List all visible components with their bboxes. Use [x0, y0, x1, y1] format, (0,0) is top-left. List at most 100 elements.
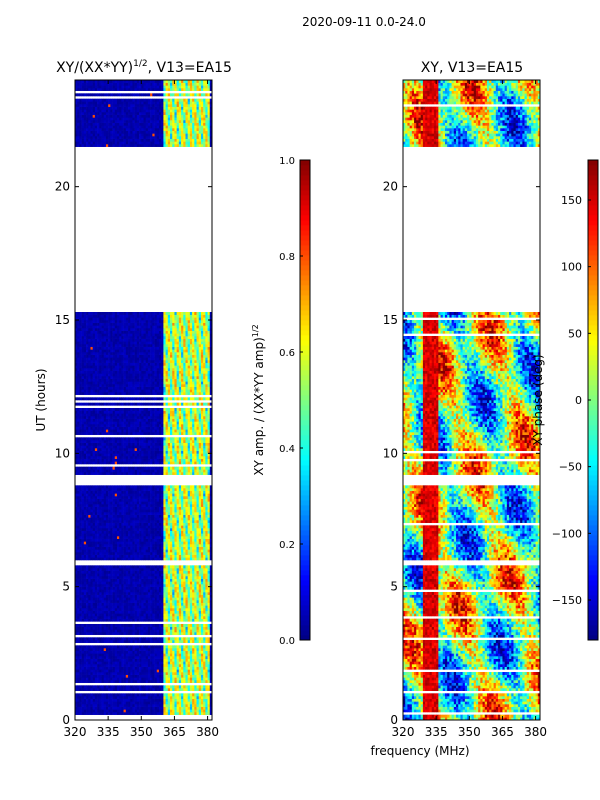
heatmap-cell — [132, 589, 135, 593]
heatmap-cell — [185, 514, 188, 518]
heatmap-cell — [134, 554, 138, 558]
heatmap-cell — [77, 626, 80, 630]
heatmap-cell — [183, 584, 186, 587]
heatmap-cell — [77, 581, 80, 585]
heatmap-cell — [108, 597, 111, 601]
heatmap-cell — [174, 650, 177, 654]
heatmap-cell — [105, 712, 109, 715]
heatmap-cell — [112, 520, 116, 523]
heatmap-cell — [152, 696, 155, 699]
heatmap-cell — [110, 640, 113, 643]
heatmap-cell — [103, 570, 107, 574]
heatmap-cell — [116, 472, 120, 475]
heatmap-cell — [112, 512, 116, 515]
heatmap-cell — [92, 706, 96, 710]
heatmap-cell — [99, 472, 102, 475]
heatmap-cell — [152, 541, 155, 545]
heatmap-cell — [88, 578, 91, 582]
heatmap-cell — [145, 498, 149, 502]
heatmap-cell — [183, 605, 186, 609]
heatmap-cell — [94, 552, 98, 555]
heatmap-cell — [172, 706, 175, 710]
heatmap-cell — [145, 680, 149, 683]
heatmap-cell — [170, 514, 173, 518]
heatmap-cell — [152, 493, 155, 497]
heatmap-cell — [79, 536, 82, 539]
heatmap-cell — [187, 589, 191, 593]
heatmap-cell — [196, 658, 200, 662]
heatmap-cell — [86, 544, 89, 547]
heatmap-cell — [178, 568, 182, 571]
heatmap-cell — [200, 704, 204, 707]
heatmap-cell — [198, 610, 202, 614]
heatmap-cell — [192, 597, 195, 601]
heatmap-cell — [90, 618, 93, 622]
heatmap-cell — [152, 608, 155, 611]
heatmap-cell — [198, 525, 202, 529]
heatmap-cell — [132, 557, 135, 561]
heatmap-cell — [196, 653, 200, 657]
heatmap-cell — [196, 525, 200, 529]
heatmap-cell — [170, 685, 173, 689]
heatmap-cell — [178, 496, 182, 499]
heatmap-cell — [86, 704, 89, 707]
heatmap-cell — [183, 498, 186, 502]
heatmap-cell — [187, 666, 191, 670]
heatmap-cell — [196, 597, 200, 601]
heatmap-cell — [170, 712, 173, 715]
heatmap-cell — [112, 538, 116, 542]
heatmap-cell — [110, 506, 113, 510]
heatmap-cell — [200, 488, 204, 491]
heatmap-cell — [194, 546, 197, 550]
heatmap-cell — [77, 549, 80, 553]
heatmap-cell — [112, 589, 116, 593]
heatmap-cell — [161, 485, 164, 489]
heatmap-cell — [181, 608, 184, 611]
heatmap-cell — [88, 530, 91, 534]
heatmap-cell — [170, 602, 173, 606]
heatmap-cell — [161, 613, 164, 617]
heatmap-cell — [172, 698, 175, 702]
heatmap-cell — [205, 554, 208, 558]
heatmap-cell — [165, 541, 169, 545]
heatmap-cell — [150, 666, 153, 670]
heatmap-cell — [165, 549, 169, 553]
heatmap-cell — [172, 626, 175, 630]
heatmap-cell — [167, 706, 171, 710]
heatmap-cell — [198, 514, 202, 518]
heatmap-cell — [198, 626, 202, 630]
heatmap-cell — [187, 522, 191, 526]
heatmap-cell — [205, 605, 208, 609]
heatmap-cell — [196, 576, 200, 579]
heatmap-cell — [196, 704, 200, 707]
heatmap-cell — [119, 701, 122, 705]
heatmap-cell — [75, 698, 78, 702]
heatmap-cell — [128, 597, 131, 601]
heatmap-cell — [110, 664, 113, 667]
heatmap-cell — [205, 597, 208, 601]
heatmap-cell — [161, 504, 164, 507]
heatmap-cell — [167, 632, 171, 635]
heatmap-cell — [163, 541, 166, 545]
heatmap-cell — [77, 597, 80, 601]
heatmap-cell — [152, 506, 155, 510]
heatmap-cell — [154, 584, 158, 587]
heatmap-cell — [88, 485, 91, 489]
heatmap-cell — [183, 536, 186, 539]
heatmap-cell — [152, 485, 155, 489]
heatmap-cell — [192, 674, 195, 678]
heatmap-cell — [90, 693, 93, 697]
heatmap-cell — [141, 472, 144, 475]
heatmap-cell — [128, 525, 131, 529]
heatmap-cell — [97, 496, 100, 499]
heatmap-cell — [108, 626, 111, 630]
heatmap-cell — [183, 592, 186, 595]
heatmap-cell — [143, 632, 147, 635]
heatmap-cell — [196, 488, 200, 491]
heatmap-cell — [99, 592, 102, 595]
heatmap-cell — [185, 496, 188, 499]
heatmap-cell — [176, 546, 180, 550]
heatmap-cell — [114, 701, 118, 705]
heatmap-cell — [203, 672, 206, 675]
heatmap-cell — [92, 709, 96, 713]
